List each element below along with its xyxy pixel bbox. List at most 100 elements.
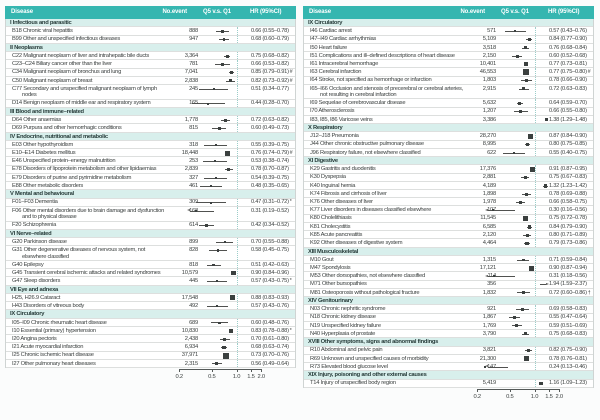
section-row: IX Circulatory — [6, 310, 295, 319]
hr-value: 1.94 (1.59–2.37) — [549, 281, 587, 288]
hr-point-marker — [225, 150, 231, 156]
reference-line — [237, 343, 238, 351]
offscale-left-arrow-icon — [485, 365, 488, 368]
disease-name: E03 Other hypothyroidism — [12, 141, 74, 148]
event-count: 2,315 — [184, 360, 199, 367]
reference-line — [535, 272, 536, 280]
event-count: 1,978 — [482, 199, 497, 206]
disease-name: J44 Other chronic obstructive pulmonary … — [310, 141, 424, 148]
disease-row: N19 Unspecified kidney failure 1,769 0.59 … — [304, 321, 593, 330]
hr-point-marker — [515, 324, 519, 328]
hr-point-marker — [525, 142, 530, 147]
hr-value: 0.84 (0.79–0.90) — [549, 223, 587, 230]
event-count: 5,109 — [482, 36, 497, 43]
disease-row: I21 Acute myocardial infarction 6,934 0.68… — [6, 343, 295, 352]
hr-point-marker — [228, 79, 232, 83]
hr-value: 0.51 (0.34–0.77) — [251, 85, 289, 92]
disease-row: J12–J18 Pneumonia 28,270 0.87 (0.84–0.90) — [304, 132, 593, 141]
disease-name: K81 Cholecystitis — [310, 223, 351, 230]
disease-name: I47–I49 Cardiac arrhythmias — [310, 36, 377, 43]
event-count: 1,769 — [482, 322, 497, 329]
hr-point-marker — [216, 249, 220, 252]
event-count: 3,364 — [184, 53, 199, 60]
disease-row: I65–I66 Occlusion and stenosis of precer… — [304, 84, 593, 100]
event-count: 445 — [189, 278, 198, 285]
hr-point-marker — [522, 291, 526, 295]
disease-row: F06 Other mental disorders due to brain … — [6, 206, 295, 222]
reference-line — [237, 318, 238, 326]
disease-name: I70 Atherosclerosis — [310, 108, 355, 115]
column-header-hr-ci: HR (95%CI) — [250, 9, 282, 15]
event-count: 947 — [189, 36, 198, 43]
x-axis-tick-label: 1.0 — [530, 393, 539, 400]
disease-name: E78 Disorders of lipoprotein metabolism … — [12, 166, 157, 173]
event-count: 6,585 — [482, 223, 497, 230]
event-count: 815 — [189, 125, 198, 132]
column-header-no-event: No.event — [460, 9, 485, 15]
disease-name: N19 Unspecified kidney failure — [310, 322, 381, 329]
reference-line — [237, 206, 238, 221]
hr-value: 0.66 (0.53–0.82) — [251, 61, 289, 68]
event-count: 2,839 — [184, 166, 199, 173]
hr-value: 0.73 (0.70–0.76) — [251, 352, 289, 359]
disease-name: I64 Stroke, not specified as hemorrhage … — [310, 77, 432, 84]
disease-row: D69 Purpura and other hemorrhagic condit… — [6, 124, 295, 133]
event-count: 10,401 — [479, 61, 496, 68]
hr-point-marker — [221, 30, 224, 33]
hr-value: 0.48 (0.35–0.65) — [251, 182, 289, 189]
section-label: II Neoplasms — [10, 44, 43, 51]
reference-line — [237, 221, 238, 229]
offscale-left-arrow-icon — [485, 274, 488, 277]
disease-name: C77 Secondary and unspecified malignant … — [12, 85, 157, 99]
x-axis-tick — [548, 388, 550, 393]
reference-line — [535, 346, 536, 354]
disease-name: I61 Intracerebral hemorrhage — [310, 61, 379, 68]
disease-row: H25, H26.9 Cataract 17,548 0.88 (0.83–0.93… — [6, 293, 295, 303]
event-count: 46,553 — [479, 69, 496, 76]
section-label: VII Eye and adnexa — [10, 286, 59, 293]
reference-line — [237, 182, 238, 190]
event-count: 3,518 — [482, 44, 497, 51]
reference-line — [535, 27, 536, 35]
disease-name: I51 Complications and ill–defined descri… — [310, 52, 455, 59]
disease-name: K80 Cholelithiasis — [310, 215, 352, 222]
disease-name: J96 Respiratory failure, not elsewhere c… — [310, 149, 421, 156]
disease-name: I50 Heart failure — [310, 44, 347, 51]
section-label: XIII Musculoskeletal — [308, 248, 359, 255]
significance-flag: # — [587, 69, 591, 76]
reference-line — [535, 255, 536, 264]
hr-point-marker — [525, 79, 529, 83]
offscale-right-arrow-icon — [546, 282, 549, 285]
disease-name: M71 Other bursopathies — [310, 281, 367, 288]
hr-value: 0.58 (0.45–0.75) — [251, 247, 289, 254]
hr-point-marker — [524, 46, 528, 50]
disease-name: G45 Transient cerebral ischemic attacks … — [12, 269, 161, 276]
disease-row: I64 Stroke, not specified as hemorrhage … — [304, 76, 593, 85]
disease-row: G45 Transient cerebral ischemic attacks … — [6, 269, 295, 278]
hr-point-marker — [523, 61, 529, 67]
hr-point-marker — [523, 176, 527, 180]
hr-value: 0.78 (0.70–0.87) — [251, 166, 289, 173]
significance-flag: # — [289, 69, 293, 76]
reference-line — [535, 165, 536, 173]
column-header-disease: Disease — [309, 9, 331, 15]
right-panel-x-axis: 0.2 0.5 1.0 1.5 2.0 — [303, 388, 594, 403]
disease-row: E10–E14 Diabetes mellitus 18,448 0.76 (0.7… — [6, 149, 295, 158]
hr-value: 0.64 (0.59–0.70) — [549, 100, 587, 107]
x-axis-tick — [179, 368, 181, 373]
hr-point-marker — [194, 209, 197, 212]
hr-point-marker — [522, 258, 525, 262]
column-header-q5-vs-q1: Q5 v.s. Q1 — [203, 9, 231, 15]
disease-row: I70 Atherosclerosis 1,207 0.66 (0.55–0.80) — [304, 107, 593, 116]
disease-row: E03 Other hypothyroidism 318 0.55 (0.39–0.… — [6, 141, 295, 150]
event-count: 4,464 — [482, 240, 497, 247]
disease-name: I27 Other pulmonary heart diseases — [12, 360, 96, 367]
disease-row: K76 Other diseases of liver 1,978 0.66 (0.… — [304, 198, 593, 207]
section-label: IX Circulatory — [308, 20, 343, 26]
disease-row: F01–F03 Dementia 309 0.47 (0.31–0.72)* — [6, 198, 295, 207]
x-axis-tick — [477, 388, 479, 393]
event-count: 461 — [189, 182, 198, 189]
disease-name: G47 Sleep disorders — [12, 278, 61, 285]
offscale-left-arrow-icon — [187, 209, 190, 212]
disease-name: K77 Liver disorders in diseases classifi… — [310, 207, 432, 214]
